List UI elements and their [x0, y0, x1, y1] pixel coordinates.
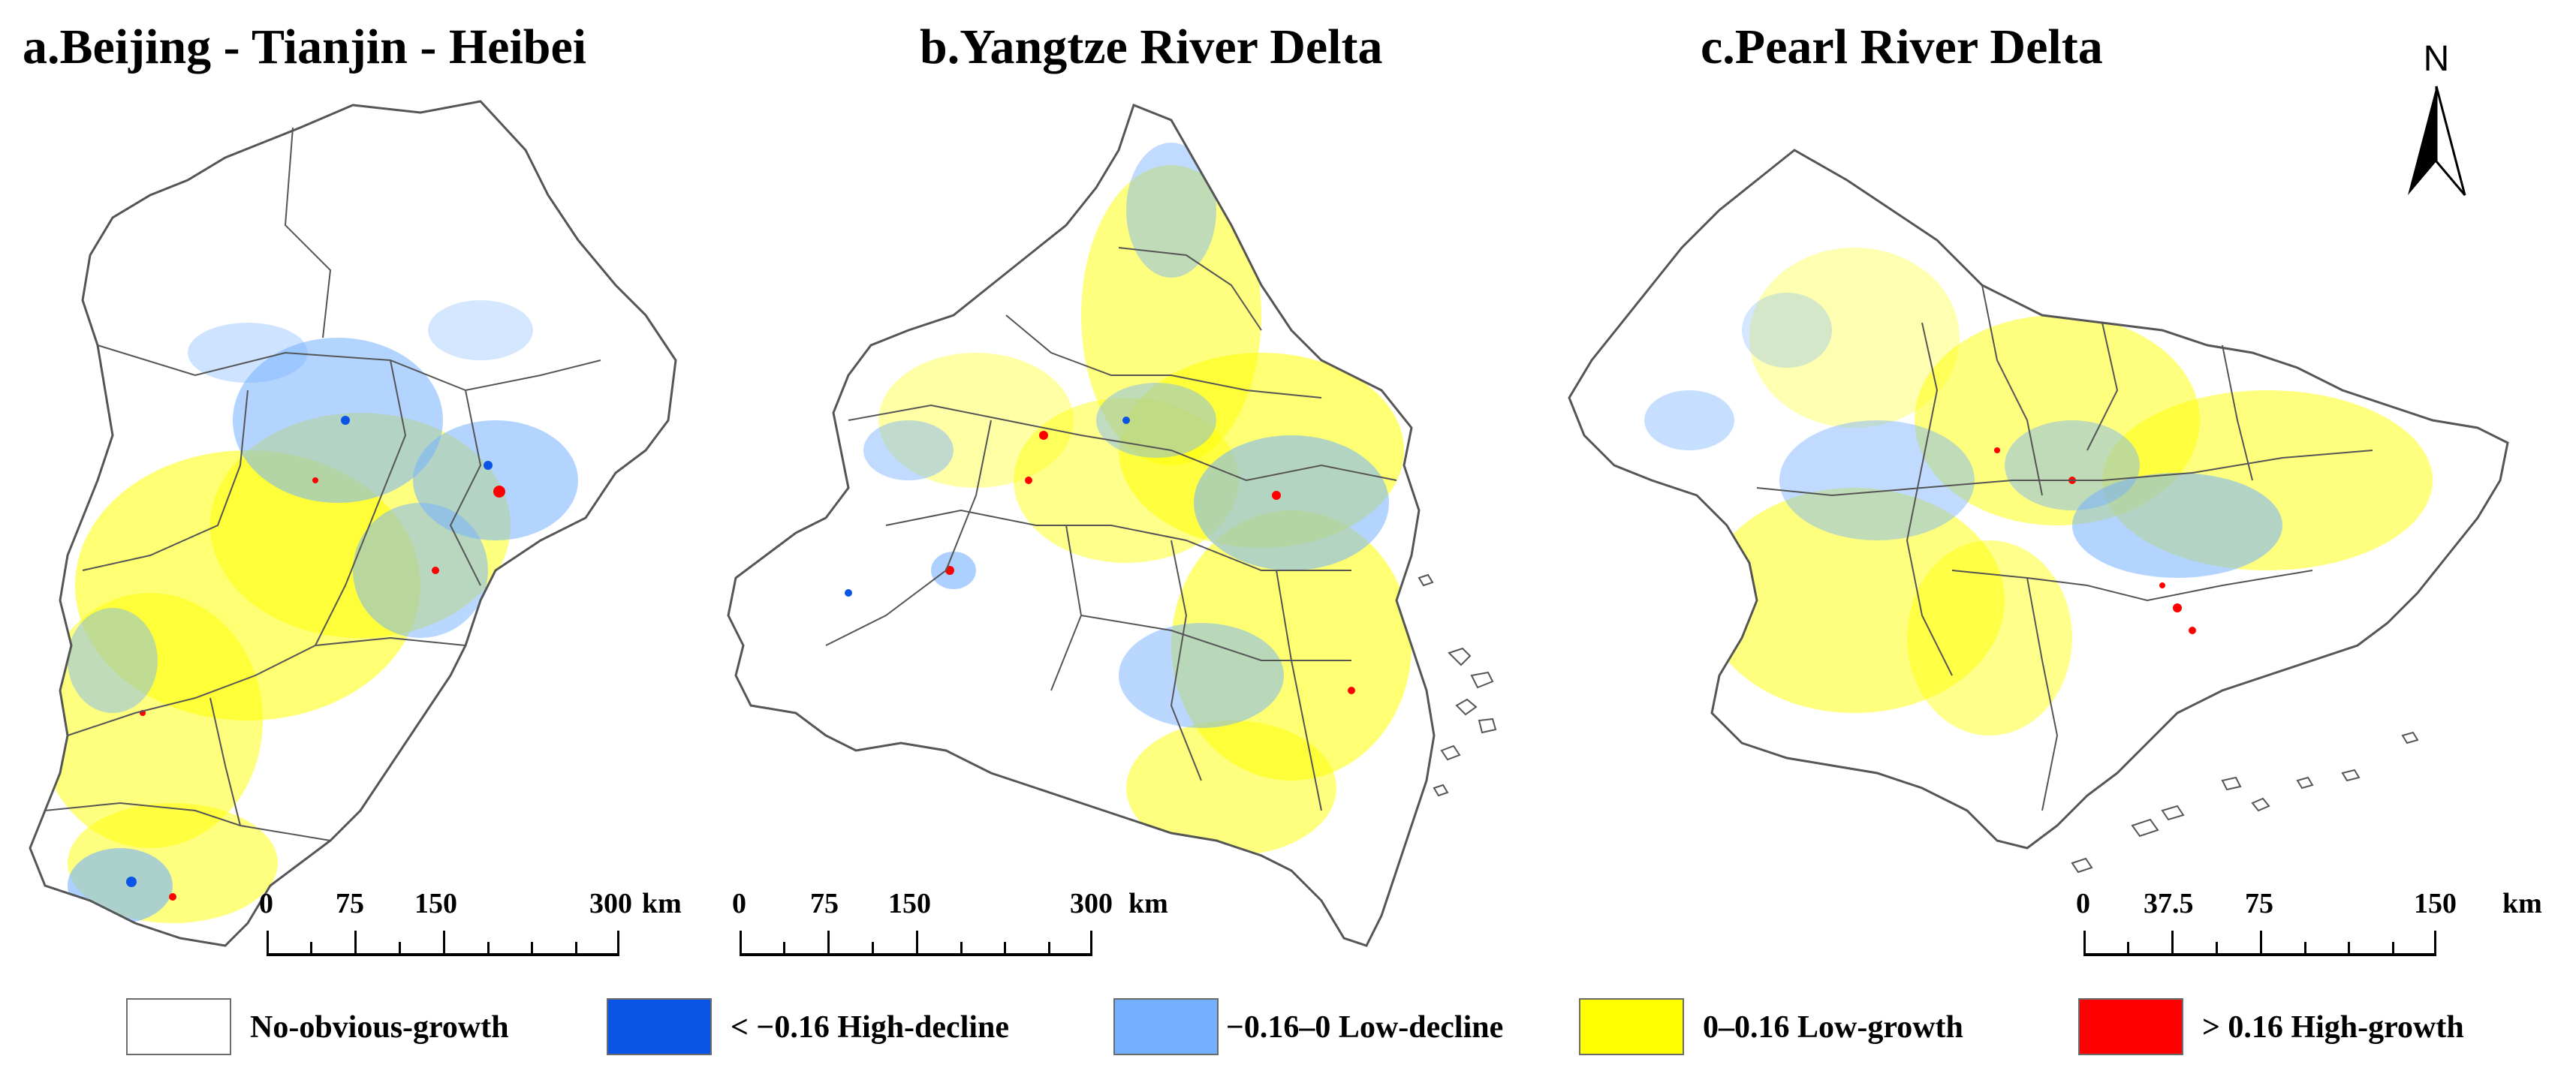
scale-tick-label: 37.5: [2144, 888, 2194, 919]
panel-title-pearl-river-delta: c.Pearl River Delta: [1701, 20, 2103, 74]
legend-label: < −0.16 High-decline: [731, 1010, 1010, 1045]
map-pearl-river-delta: [1568, 149, 2509, 874]
scale-tick-label: 150: [888, 888, 931, 919]
legend-swatch: [1113, 998, 1219, 1055]
scale-unit-label: km: [642, 888, 682, 919]
scale-tick-label: 300: [1070, 888, 1113, 919]
legend-swatch: [2078, 998, 2183, 1055]
legend-label: −0.16–0 Low-decline: [1226, 1010, 1504, 1045]
legend-swatch: [1579, 998, 1684, 1055]
map-beijing-tianjin-hebei: [29, 100, 677, 947]
legend-label: 0–0.16 Low-growth: [1703, 1010, 1963, 1045]
scale-bar-beijing-tianjin-hebei: 0 75 150 300 km: [259, 888, 682, 957]
map-yangtze-river-delta: [727, 104, 1497, 947]
scale-tick-label: 75: [336, 888, 364, 919]
north-arrow-icon: [2408, 86, 2466, 196]
panel-title-beijing-tianjin-hebei: a.Beijing - Tianjin - Heibei: [23, 20, 587, 74]
scale-bar-line: [2083, 931, 2436, 956]
panel-title-yangtze-river-delta: b.Yangtze River Delta: [920, 20, 1383, 74]
legend-swatch: [126, 998, 231, 1055]
north-arrow-label: N: [2423, 39, 2450, 79]
scale-unit-label: km: [1128, 888, 1168, 919]
legend-swatch: [607, 998, 712, 1055]
scale-tick-label: 75: [810, 888, 839, 919]
scale-bar-yangtze-river-delta: 0 75 150 300 km: [732, 888, 1168, 957]
north-arrow: N: [2399, 41, 2474, 199]
scale-tick-label: 0: [259, 888, 273, 919]
scale-bar-line: [740, 931, 1092, 956]
scale-tick-label: 150: [2414, 888, 2457, 919]
scale-unit-label: km: [2502, 888, 2542, 919]
legend-label: > 0.16 High-growth: [2202, 1010, 2464, 1045]
scale-tick-label: 0: [2076, 888, 2090, 919]
scale-bar-pearl-river-delta: 0 37.5 75 150 km: [2076, 888, 2542, 957]
scale-tick-label: 75: [2245, 888, 2273, 919]
legend-label: No-obvious-growth: [250, 1010, 509, 1045]
scale-tick-label: 300: [589, 888, 632, 919]
scale-tick-label: 150: [414, 888, 457, 919]
scale-tick-label: 0: [732, 888, 746, 919]
scale-bar-line: [267, 931, 619, 956]
